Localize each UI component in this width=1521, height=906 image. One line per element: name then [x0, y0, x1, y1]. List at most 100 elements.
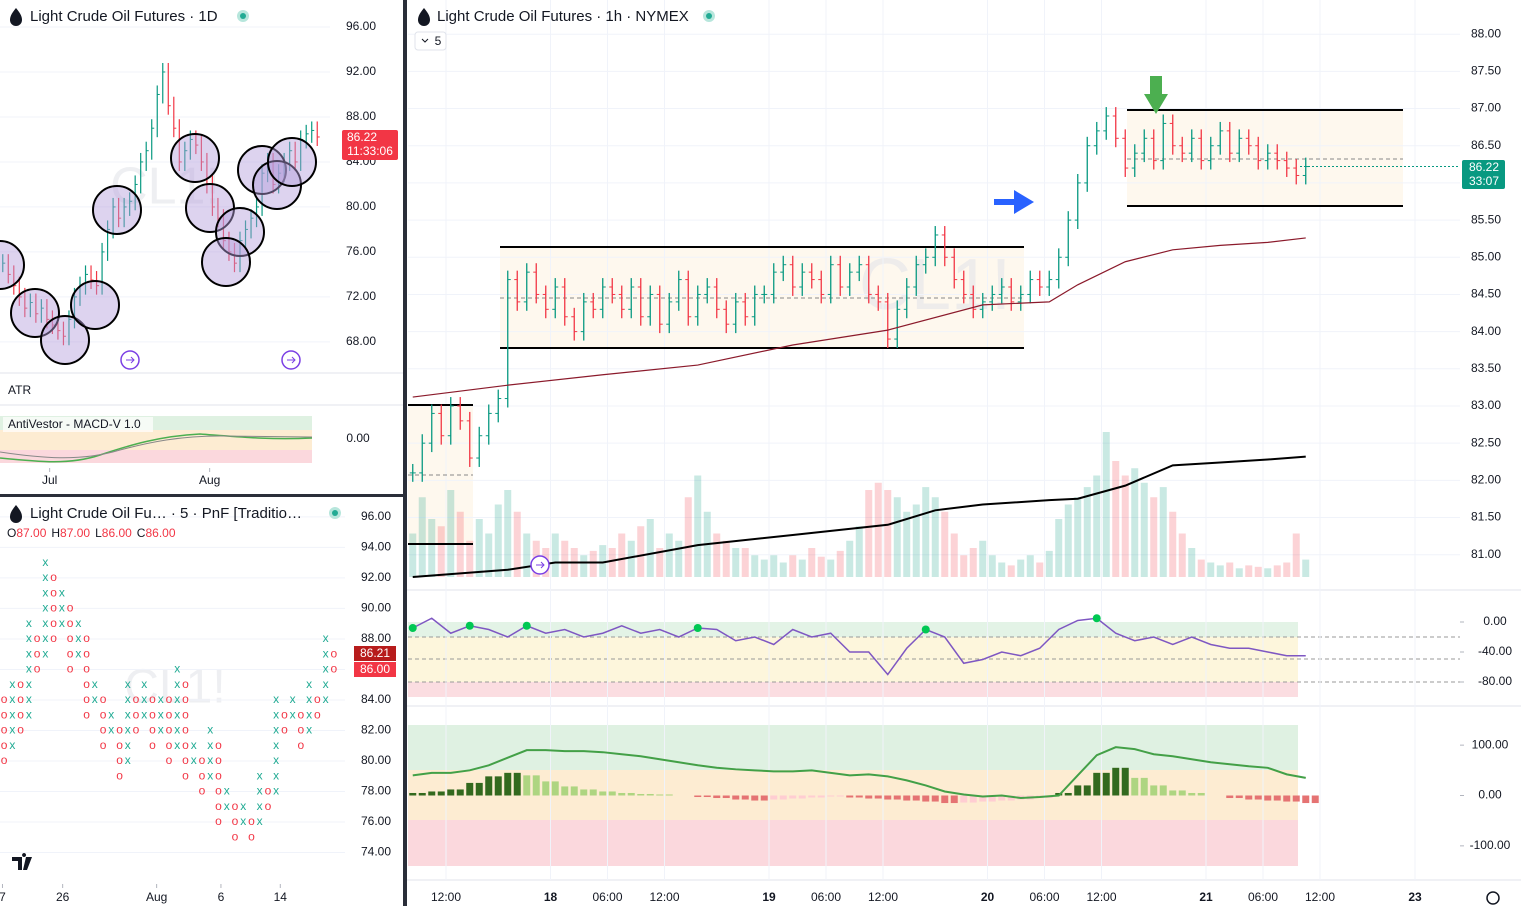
pnf-box: o — [215, 768, 222, 782]
pnf-box: o — [149, 738, 156, 752]
pnf-box: x — [174, 707, 180, 721]
ohlc-bar — [1036, 270, 1043, 296]
ohlc-bar — [580, 292, 587, 341]
volume-bar — [447, 490, 455, 577]
price-badge — [342, 130, 398, 160]
histogram-bar — [646, 793, 654, 796]
ohlc-bar — [694, 285, 701, 326]
volume-bar — [1074, 497, 1082, 577]
pnf-box: x — [92, 692, 98, 706]
pnf-column: xx — [92, 677, 98, 706]
pnf-box: x — [59, 616, 65, 630]
y-tick-label: -40.00 — [1478, 644, 1512, 658]
x-tick-label: 12:00 — [1305, 890, 1335, 904]
ohlc-bar — [167, 62, 171, 115]
pnf-box: o — [215, 799, 222, 813]
pnf-box: o — [248, 814, 255, 828]
ohlc-bar — [1188, 129, 1195, 163]
y-tick-label: 92.00 — [346, 64, 376, 78]
pnf-box: x — [141, 692, 147, 706]
countdown: 11:33:06 — [347, 144, 393, 158]
pnf-box: x — [273, 723, 279, 737]
pnf-box: x — [42, 555, 48, 569]
pnf-box: x — [42, 601, 48, 615]
ohlc-bar — [250, 209, 254, 239]
volume-bar — [523, 533, 531, 577]
pnf-box: x — [9, 692, 15, 706]
x-tick-label: 14 — [274, 890, 288, 904]
histogram-bar — [1169, 790, 1177, 796]
band — [408, 682, 1298, 697]
ohlc-bar — [723, 300, 730, 334]
settings-icon[interactable] — [1486, 891, 1500, 905]
volume-bar — [1121, 475, 1129, 577]
volume-bar — [1159, 487, 1167, 577]
ohlc-bar — [90, 265, 94, 290]
ohlc-bar — [24, 287, 28, 318]
histogram-bar — [1131, 777, 1139, 796]
y-tick-label: 68.00 — [346, 334, 376, 348]
pnf-box: o — [182, 692, 189, 706]
histogram-bar — [523, 775, 531, 796]
y-tick-label: 80.00 — [361, 753, 391, 767]
volume-bar — [751, 555, 759, 577]
pnf-box: o — [34, 662, 41, 676]
volume-bar — [1026, 555, 1034, 577]
pnf-box: o — [83, 707, 90, 721]
ohlc-bar — [913, 255, 920, 296]
histogram-bar — [1121, 767, 1129, 796]
ohlc-bar — [1226, 121, 1233, 163]
ohlc-bar — [294, 141, 298, 171]
pnf-box: o — [149, 692, 156, 706]
y-tick-label: 80.00 — [346, 199, 376, 213]
y-tick-label: -80.00 — [1478, 674, 1512, 688]
pnf-box: x — [92, 677, 98, 691]
volume-bar — [1245, 565, 1253, 577]
ohlc-bar — [637, 278, 644, 326]
pnf-column: xxx — [75, 616, 81, 661]
volume-bar — [732, 548, 740, 577]
pnf-box: o — [182, 753, 189, 767]
ohlc-bar — [846, 263, 853, 296]
ohlc-bar — [200, 136, 204, 171]
ohlc-bar — [808, 263, 815, 289]
ohlc-bar — [438, 404, 445, 445]
pnf-box: o — [298, 707, 305, 721]
pnf-column: xx — [191, 738, 197, 767]
histogram-bar — [437, 791, 445, 796]
ohlc-bar — [1065, 211, 1072, 267]
histogram-bar — [751, 795, 759, 801]
histogram-bar — [760, 795, 768, 801]
range-box — [1127, 110, 1403, 206]
pnf-box: x — [290, 692, 296, 706]
volume-bar — [513, 511, 521, 577]
x-tick-label: Aug — [199, 473, 220, 487]
ohlc-bar — [1141, 129, 1148, 163]
pnf-box: x — [9, 677, 15, 691]
pnf-box: o — [116, 753, 123, 767]
event-icon — [126, 356, 135, 364]
pnf-box: x — [323, 646, 329, 660]
volume-bar — [1102, 432, 1110, 577]
ohlc-bar — [713, 278, 720, 319]
pnf-box: o — [83, 677, 90, 691]
histogram-bar — [608, 791, 616, 796]
pnf-box: o — [149, 707, 156, 721]
histogram-bar — [494, 776, 502, 796]
ohlc-bar — [628, 278, 635, 319]
interval-toggle[interactable] — [414, 31, 447, 51]
volume-bar — [846, 540, 854, 577]
pnf-box: x — [26, 646, 32, 660]
pnf-box: x — [306, 677, 312, 691]
pnf-box: x — [108, 723, 114, 737]
y-tick-label: 76.00 — [361, 814, 391, 828]
pnf-box: x — [323, 677, 329, 691]
ohlc-bar — [590, 292, 597, 319]
ohlc-bar — [751, 285, 758, 326]
volume-bar — [827, 559, 835, 577]
volume-bar — [504, 490, 512, 577]
volume-bar — [1292, 533, 1300, 577]
y-tick-label: 96.00 — [346, 19, 376, 33]
